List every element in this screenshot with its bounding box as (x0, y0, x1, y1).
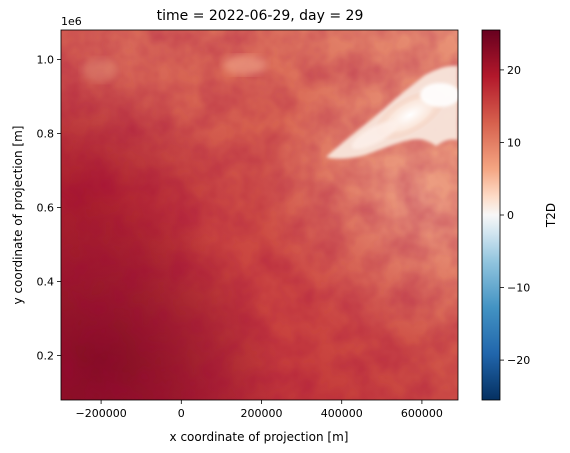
y-tick-label: 1.0 (37, 54, 55, 67)
colorbar-tick-label: −10 (507, 282, 530, 295)
x-tick-label: 400000 (321, 407, 363, 420)
colorbar-label: T2D (544, 203, 558, 228)
x-tick-label: 200000 (241, 407, 283, 420)
chart-title: time = 2022-06-29, day = 29 (157, 8, 364, 24)
y-axis-ticks: 0.2 0.4 0.6 0.8 1.0 (37, 54, 61, 363)
y-tick-label: 0.6 (37, 202, 55, 215)
y-tick-label: 0.4 (37, 276, 55, 289)
heatmap-image (61, 30, 458, 400)
x-tick-label: −200000 (75, 407, 126, 420)
y-tick-label: 0.2 (37, 350, 55, 363)
colorbar-tick-label: 10 (507, 136, 521, 149)
colorbar: 20 10 0 −10 −20 T2D (481, 29, 558, 401)
x-tick-label: 600000 (401, 407, 443, 420)
y-axis-label: y coordinate of projection [m] (11, 126, 25, 305)
colorbar-gradient (481, 29, 501, 401)
y-tick-label: 0.8 (37, 128, 55, 141)
plot-frame (60, 29, 459, 401)
x-axis-label: x coordinate of projection [m] (170, 430, 349, 444)
colorbar-tick-label: 0 (507, 209, 514, 222)
cold-region (326, 65, 458, 159)
colorbar-tick-label: 20 (507, 64, 521, 77)
x-axis-ticks: −200000 0 200000 400000 600000 (75, 400, 443, 420)
x-tick-label: 0 (178, 407, 185, 420)
y-offset-label: 1e6 (61, 15, 82, 28)
colorbar-tick-label: −20 (507, 354, 530, 367)
colorbar-ticks: 20 10 0 −10 −20 (500, 64, 530, 367)
